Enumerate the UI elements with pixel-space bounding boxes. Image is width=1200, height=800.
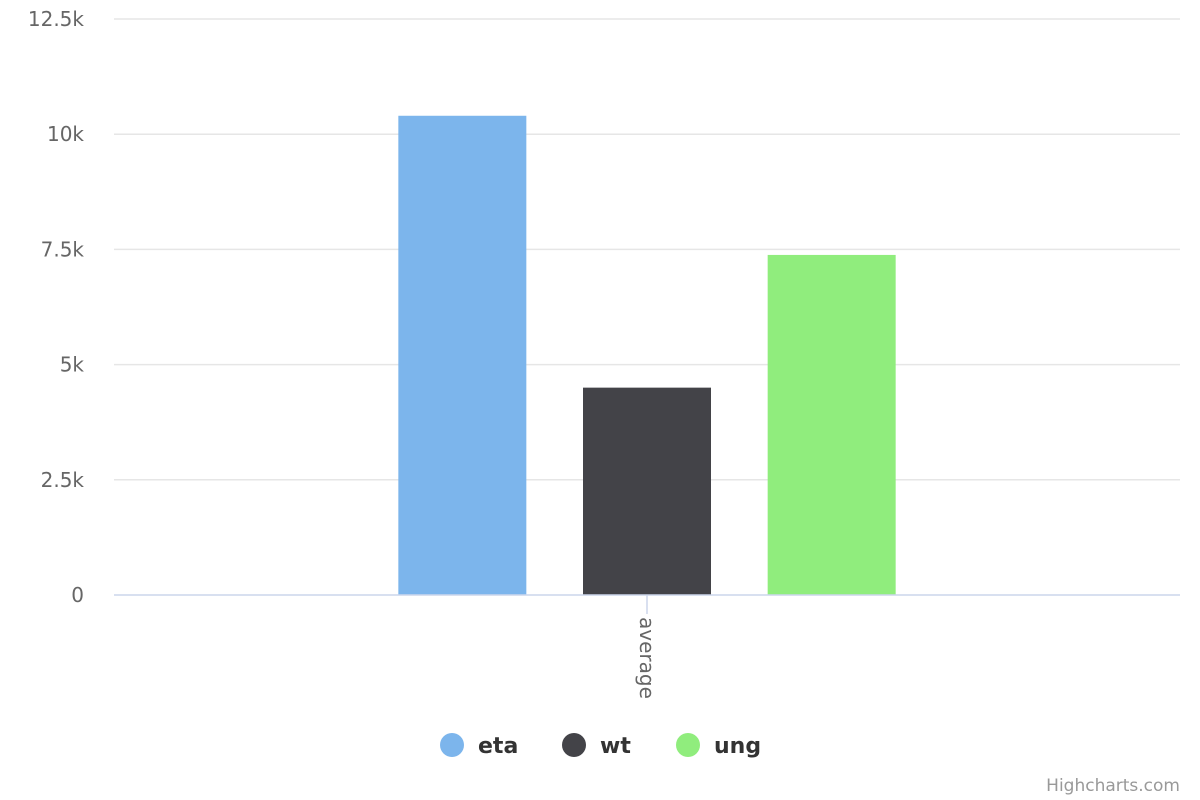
y-tick-label: 2.5k [41, 468, 85, 492]
x-category-label: average [635, 617, 659, 699]
legend-marker [440, 733, 464, 757]
grid-lines [114, 18, 1180, 481]
legend: eta wt ung [440, 733, 761, 759]
legend-label: wt [600, 734, 631, 759]
y-tick-label: 7.5k [41, 237, 85, 261]
bars [398, 115, 896, 595]
y-tick-label: 12.5k [28, 7, 85, 31]
legend-marker [676, 733, 700, 757]
credits-label[interactable]: Highcharts.com [1046, 776, 1180, 796]
legend-label: eta [478, 734, 518, 759]
legend-marker [562, 733, 586, 757]
y-tick-label: 10k [47, 122, 84, 146]
x-axis: average [114, 594, 1180, 699]
bar-ung[interactable] [767, 254, 896, 595]
y-axis-labels: 0 2.5k 5k 7.5k 10k 12.5k [28, 7, 85, 607]
legend-label: ung [714, 734, 761, 759]
legend-item-wt[interactable]: wt [562, 733, 631, 759]
y-tick-label: 5k [60, 353, 85, 377]
legend-item-eta[interactable]: eta [440, 733, 518, 759]
y-tick-label: 0 [71, 583, 84, 607]
bar-eta[interactable] [398, 115, 527, 595]
bar-wt[interactable] [583, 387, 711, 595]
legend-item-ung[interactable]: ung [676, 733, 761, 759]
